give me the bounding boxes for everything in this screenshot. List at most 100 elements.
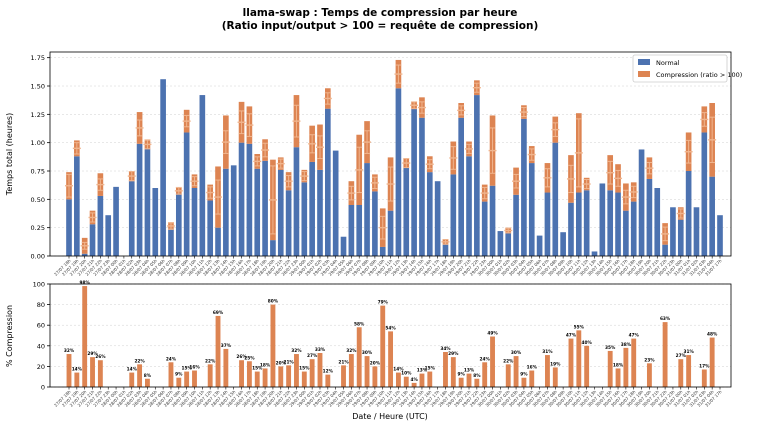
bar-percent xyxy=(341,365,346,387)
data-label: 15% xyxy=(299,366,310,372)
bar-normal xyxy=(364,163,370,256)
error-bar xyxy=(88,212,97,223)
bar-percent xyxy=(356,327,362,387)
bar-normal xyxy=(325,108,331,257)
error-bar xyxy=(237,110,246,135)
bar-normal xyxy=(113,186,119,256)
error-bar xyxy=(472,82,481,93)
bar-percent xyxy=(325,374,331,387)
data-label: 24% xyxy=(480,356,491,362)
error-bar xyxy=(527,148,536,161)
data-label: 9% xyxy=(175,372,183,378)
bar-normal xyxy=(66,199,72,256)
error-bar xyxy=(284,175,293,188)
bar-normal xyxy=(521,118,527,256)
error-bar xyxy=(614,169,623,187)
bar-percent xyxy=(678,359,684,387)
legend-box xyxy=(632,54,728,83)
bar-percent xyxy=(82,286,88,387)
bottom-y-tick-label: 20 xyxy=(37,363,45,371)
data-label: 9% xyxy=(520,372,528,378)
bar-percent xyxy=(176,377,182,387)
bar-normal xyxy=(591,251,598,256)
data-label: 58% xyxy=(354,321,365,327)
bar-normal xyxy=(646,178,653,256)
error-bar xyxy=(261,142,270,158)
legend-swatch-normal xyxy=(638,59,650,65)
data-label: 16% xyxy=(189,365,200,371)
data-label: 21% xyxy=(283,359,294,365)
data-label: 14% xyxy=(127,367,138,373)
bar-percent xyxy=(74,372,80,387)
bar-normal xyxy=(74,156,80,256)
bar-percent xyxy=(427,371,433,387)
bar-percent xyxy=(466,373,472,387)
top-y-tick-label: 1.00 xyxy=(31,139,45,147)
bar-normal xyxy=(599,183,606,256)
data-label: 21% xyxy=(338,359,349,365)
data-label: 80% xyxy=(268,299,279,305)
bar-percent xyxy=(709,337,715,387)
error-bar xyxy=(323,92,332,105)
bar-normal xyxy=(505,233,512,256)
data-label: 15% xyxy=(252,366,263,372)
bar-percent xyxy=(623,347,629,387)
data-label: 63% xyxy=(660,316,671,322)
data-label: 8% xyxy=(473,373,481,379)
data-label: 20% xyxy=(370,360,381,366)
data-label: 24% xyxy=(166,356,177,362)
bar-normal xyxy=(128,181,135,256)
bar-normal xyxy=(223,168,229,256)
error-bar xyxy=(347,185,356,201)
error-bar xyxy=(606,160,615,185)
data-label: 14% xyxy=(393,367,404,373)
error-bar xyxy=(96,178,105,191)
data-label: 35% xyxy=(605,345,616,351)
bar-normal xyxy=(270,240,276,256)
bar-percent xyxy=(584,345,590,387)
bar-normal xyxy=(638,149,645,256)
bar-normal xyxy=(426,172,433,256)
error-bar xyxy=(512,173,521,189)
error-bar xyxy=(449,146,458,170)
bar-percent xyxy=(411,382,417,387)
error-bar xyxy=(268,165,277,235)
data-label: 31% xyxy=(683,349,694,355)
bar-normal xyxy=(403,167,410,256)
bottom-panel: 32%14%98%29%26%14%22%8%24%9%15%16%22%69%… xyxy=(5,280,732,421)
bar-normal xyxy=(623,210,629,256)
error-bar xyxy=(621,189,630,205)
data-label: 40% xyxy=(582,340,593,346)
bar-normal xyxy=(474,95,480,256)
bottom-data-labels: 32%14%98%29%26%14%22%8%24%9%15%16%22%69%… xyxy=(64,280,718,383)
bar-normal xyxy=(395,88,402,257)
bar-percent xyxy=(309,359,315,387)
error-bar xyxy=(551,122,560,137)
bar-normal xyxy=(544,192,551,256)
bar-percent xyxy=(239,360,244,387)
error-bar xyxy=(80,241,89,250)
bar-percent xyxy=(388,331,394,387)
error-bar xyxy=(315,135,324,160)
top-y-tick-label: 0.00 xyxy=(31,253,45,261)
bar-normal xyxy=(293,147,300,256)
bar-normal xyxy=(348,205,355,256)
bar-normal xyxy=(277,169,284,256)
data-label: 22% xyxy=(503,358,514,364)
bar-percent xyxy=(521,377,527,387)
bar-normal xyxy=(191,188,198,256)
data-label: 14% xyxy=(72,367,83,373)
bottom-bars xyxy=(66,286,715,387)
error-bar xyxy=(206,186,215,199)
data-label: 49% xyxy=(487,331,498,337)
error-bar xyxy=(457,105,466,116)
bar-normal xyxy=(419,117,425,256)
bar-percent xyxy=(576,330,582,387)
data-label: 19% xyxy=(550,361,561,367)
bottom-y-tick-label: 0 xyxy=(41,384,45,392)
bar-percent xyxy=(474,378,480,387)
error-bar xyxy=(245,113,254,137)
bar-percent xyxy=(223,348,229,387)
data-label: 30% xyxy=(511,350,522,356)
